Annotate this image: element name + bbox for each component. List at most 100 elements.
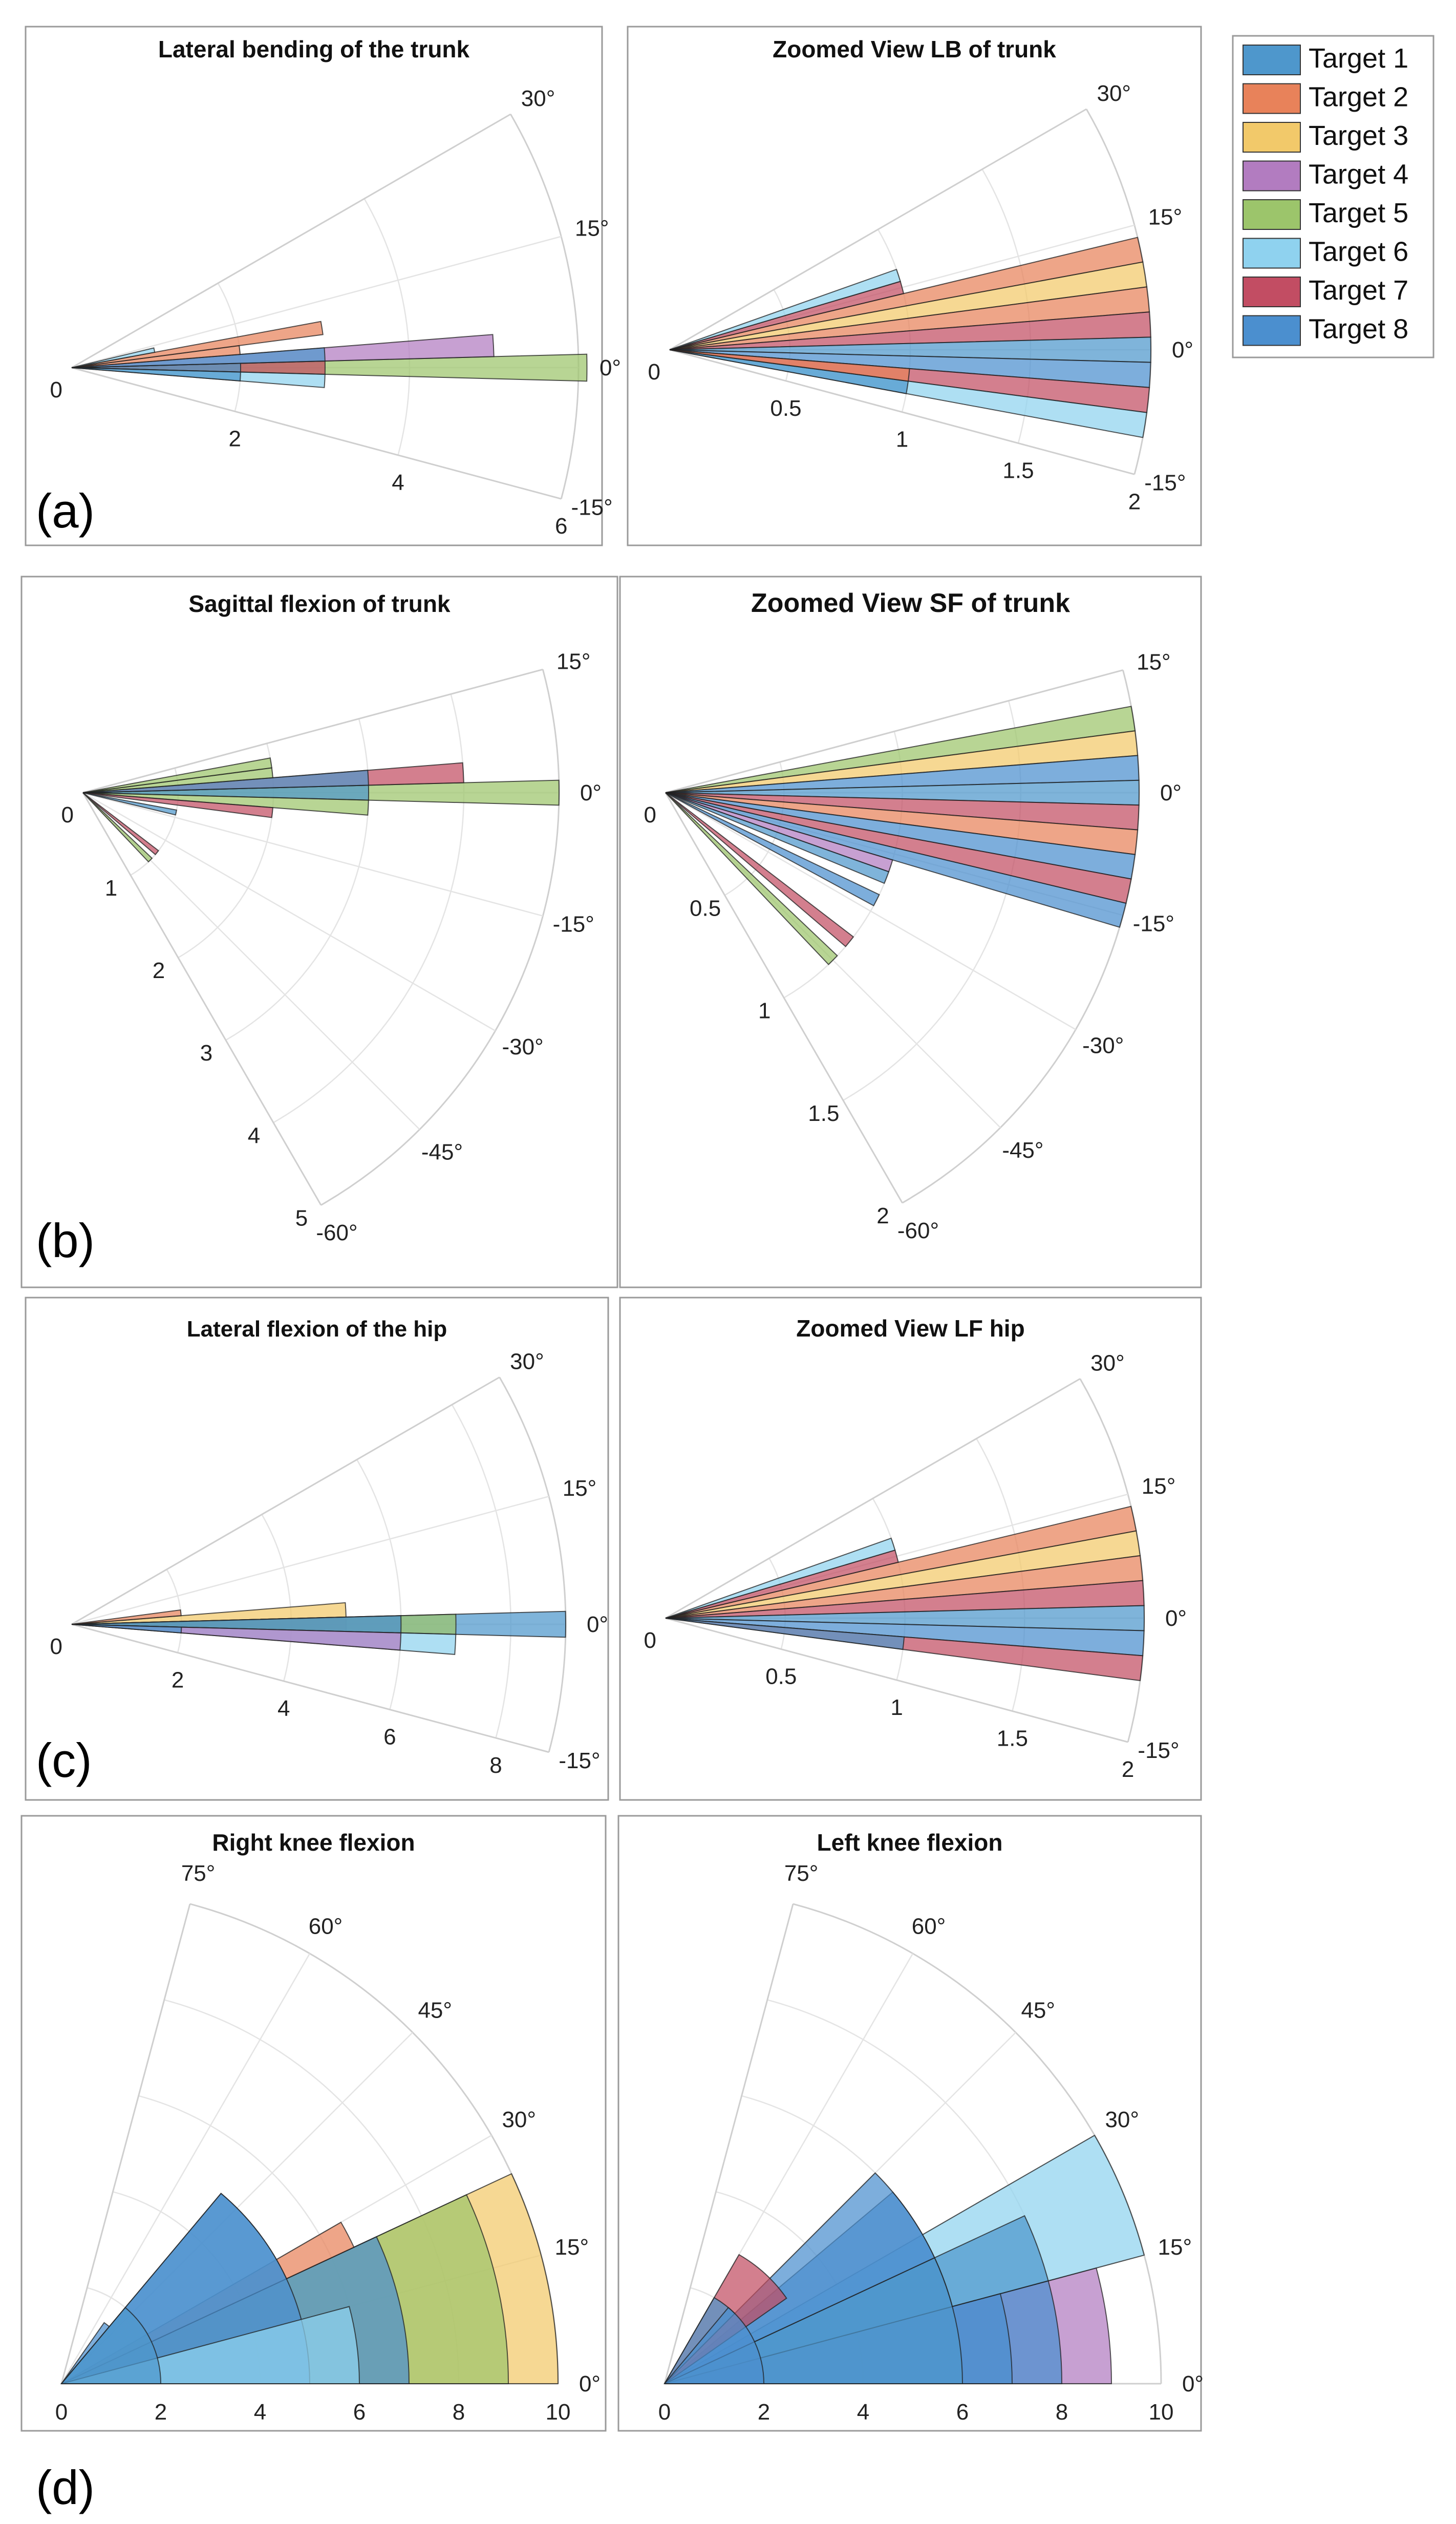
grid-spoke (71, 113, 511, 369)
r-tick-label: 2 (1128, 489, 1141, 514)
r-tick-label: 1 (105, 876, 117, 901)
r-tick-label: 8 (489, 1753, 502, 1778)
theta-tick-label: 75° (784, 1861, 819, 1886)
chart-title: Zoomed View LF hip (796, 1315, 1024, 1342)
grid-spoke (71, 1623, 549, 1753)
r-origin-label: 0 (648, 359, 660, 385)
chart-lf-zoom: Zoomed View LF hip 30° 15° 0° -15° 0 0.5 1 1.5 2 (619, 1297, 1202, 1801)
r-tick-label: 10 (546, 2400, 571, 2425)
bar-target-1 (82, 792, 178, 816)
r-tick-label: 0.5 (690, 896, 721, 921)
r-tick-label: 2 (1122, 1757, 1134, 1782)
r-tick-label: 2 (172, 1668, 184, 1693)
theta-tick-label: -60° (316, 1220, 357, 1245)
r-ticks: 0 2 4 6 8 (50, 1634, 502, 1778)
grid-spoke (82, 792, 322, 1206)
r-tick-label: 1.5 (808, 1101, 839, 1126)
grid-ring (261, 1514, 292, 1682)
grid-spoke (71, 1496, 549, 1625)
theta-tick-label: -15° (1133, 911, 1174, 936)
r-origin-label: 0 (644, 802, 656, 828)
r-origin-label: 0 (50, 1634, 62, 1659)
theta-ticks: 75° 60° 45° 30° 15° 0° (784, 1861, 1204, 2396)
grid-ring (320, 669, 560, 1206)
theta-tick-label: 75° (181, 1861, 216, 1886)
grid-spoke (669, 349, 1135, 475)
r-ticks: 0 0.5 1 1.5 2 (644, 802, 889, 1228)
r-tick-label: 2 (153, 958, 165, 983)
theta-tick-label: 45° (418, 1998, 452, 2023)
grid-spoke (60, 1953, 311, 2384)
theta-ticks: 30° 15° 0° -15° (1097, 81, 1193, 495)
r-tick-label: 1 (890, 1695, 903, 1720)
grid-ring (356, 1459, 402, 1710)
r-tick-label: 1.5 (1002, 458, 1034, 483)
chart-title: Lateral flexion of the hip (187, 1317, 447, 1342)
theta-ticks: 30° 15° 0° -15° (1090, 1351, 1187, 1764)
legend-swatch (1243, 238, 1301, 269)
r-tick-label: 1.5 (997, 1726, 1028, 1751)
bar-target-2 (669, 349, 910, 382)
theta-tick-label: 15° (1148, 205, 1183, 230)
grid-spoke (71, 236, 562, 369)
theta-tick-label: 0° (580, 780, 602, 805)
theta-ticks: 15° 0° -15° -30° -45° -60° (316, 649, 602, 1245)
grid-ring (499, 1376, 567, 1753)
r-tick-label: 0.5 (770, 396, 801, 421)
grid-spoke (60, 1903, 191, 2384)
legend-label: Target 1 (1309, 43, 1408, 74)
r-origin-label: 0 (644, 1628, 656, 1653)
bar-target-5 (71, 353, 588, 382)
panel-frame (619, 576, 1202, 1288)
r-tick-label: 3 (200, 1041, 212, 1066)
r-tick-label: 6 (956, 2400, 969, 2425)
theta-tick-label: -15° (553, 912, 594, 937)
theta-tick-label: 30° (1097, 81, 1131, 106)
r-ticks: 0 0.5 1 1.5 2 (648, 359, 1141, 514)
theta-tick-label: 0° (579, 2371, 601, 2396)
theta-tick-label: 15° (1142, 1474, 1176, 1499)
theta-tick-label: -15° (1144, 470, 1186, 495)
theta-ticks: 30° 15° 0° -15° (521, 86, 621, 520)
grid-spoke (665, 1617, 1128, 1743)
theta-tick-label: 30° (1105, 2107, 1139, 2132)
theta-tick-label: 15° (555, 2235, 589, 2260)
r-tick-label: 6 (555, 514, 567, 539)
r-tick-label: 2 (758, 2400, 770, 2425)
r-tick-label: 5 (295, 1205, 308, 1231)
r-ticks: 0 2 4 6 (50, 377, 568, 539)
bars (669, 237, 1152, 438)
r-ticks: 0 0.5 1 1.5 2 (644, 1628, 1134, 1782)
theta-tick-label: 15° (575, 216, 609, 241)
legend-label: Target 3 (1309, 120, 1408, 151)
r-tick-label: 8 (453, 2400, 465, 2425)
bar-target-6 (665, 1537, 896, 1619)
legend-swatch (1243, 83, 1301, 114)
theta-tick-label: 30° (521, 86, 555, 111)
r-tick-label: 1 (758, 999, 770, 1024)
r-tick-label: 2 (229, 426, 241, 451)
grid-spoke (665, 792, 903, 1203)
theta-tick-label: 30° (510, 1349, 544, 1374)
chart-title: Lateral bending of the trunk (158, 36, 470, 62)
r-ticks: 0 2 4 6 8 10 (658, 2400, 1174, 2425)
bars (60, 2173, 559, 2384)
chart-title: Sagittal flexion of trunk (188, 590, 451, 617)
grid-ring (793, 1903, 1162, 2384)
legend-swatch (1243, 122, 1301, 153)
bar-target-5 (82, 792, 153, 863)
r-tick-label: 4 (248, 1123, 260, 1148)
theta-tick-label: 0° (1160, 780, 1182, 805)
theta-tick-label: -60° (897, 1218, 939, 1243)
panel-frame (25, 1297, 609, 1801)
bar-target-8 (663, 2306, 765, 2384)
legend-label: Target 2 (1309, 82, 1408, 113)
theta-tick-label: -45° (1002, 1138, 1043, 1163)
bars (665, 706, 1140, 965)
grid-spoke (82, 792, 496, 1032)
legend-label: Target 6 (1309, 237, 1408, 267)
r-tick-label: 10 (1149, 2400, 1174, 2425)
grid-ring (363, 198, 411, 456)
theta-tick-label: 30° (502, 2107, 536, 2132)
